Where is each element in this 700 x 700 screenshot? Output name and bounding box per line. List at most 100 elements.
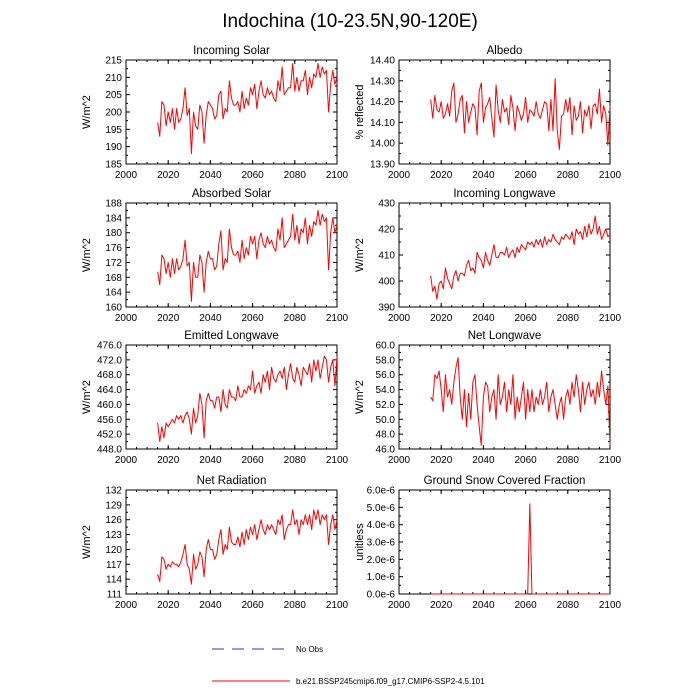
y-tick-label: 172 bbox=[105, 258, 122, 269]
x-tick-label: 2020 bbox=[157, 313, 180, 324]
y-tick-label: 195 bbox=[105, 125, 122, 136]
y-tick-label: 111 bbox=[107, 590, 123, 601]
y-tick-label: 48.0 bbox=[376, 430, 396, 441]
series-line-0 bbox=[430, 503, 610, 595]
y-tick-label: 6.0e-6 bbox=[367, 486, 396, 497]
x-tick-label: 2080 bbox=[557, 170, 580, 181]
y-tick-label: 1.0e-6 bbox=[367, 572, 396, 583]
series-line-0 bbox=[157, 62, 338, 155]
panel-title: Incoming Solar bbox=[193, 45, 270, 57]
panel-incoming-solar: Incoming Solar 2000 2020 2040 2060 2080 2100 18… bbox=[81, 45, 349, 181]
series-line-0 bbox=[157, 355, 338, 443]
panel-absorbed-solar: Absorbed Solar 2000 2020 2040 2060 2080 2100 16… bbox=[81, 188, 349, 324]
y-tick-label: 2.0e-6 bbox=[367, 555, 396, 566]
y-axis-label: W/m^2 bbox=[81, 380, 93, 414]
x-tick-label: 2040 bbox=[199, 600, 222, 611]
y-tick-label: 210 bbox=[105, 73, 122, 84]
y-tick-label: 58.0 bbox=[376, 355, 396, 366]
panel-title: Absorbed Solar bbox=[192, 188, 271, 200]
y-tick-label: 215 bbox=[105, 56, 122, 67]
x-tick-label: 2080 bbox=[284, 455, 307, 466]
y-tick-label: 448.0 bbox=[97, 445, 122, 456]
x-tick-label: 2080 bbox=[284, 313, 307, 324]
x-tick-label: 2000 bbox=[115, 170, 138, 181]
series-line-0 bbox=[430, 215, 611, 300]
y-tick-label: 180 bbox=[105, 228, 122, 239]
y-tick-label: 468.0 bbox=[97, 370, 122, 381]
y-tick-label: 60.0 bbox=[376, 341, 396, 352]
x-tick-label: 2040 bbox=[472, 313, 495, 324]
x-tick-label: 2060 bbox=[241, 313, 264, 324]
y-axis-label: W/m^2 bbox=[81, 525, 93, 559]
x-tick-label: 2040 bbox=[199, 455, 222, 466]
y-tick-label: 164 bbox=[105, 288, 122, 299]
x-tick-label: 2060 bbox=[514, 170, 537, 181]
y-tick-label: 430 bbox=[378, 199, 395, 210]
x-tick-label: 2100 bbox=[326, 313, 349, 324]
x-tick-label: 2060 bbox=[241, 455, 264, 466]
x-tick-label: 2000 bbox=[388, 170, 411, 181]
y-tick-label: 390 bbox=[378, 303, 395, 314]
x-tick-label: 2040 bbox=[472, 170, 495, 181]
y-tick-label: 50.0 bbox=[376, 415, 396, 426]
panel-title: Emitted Longwave bbox=[184, 330, 279, 342]
y-axis-label: unitless bbox=[354, 523, 366, 561]
x-tick-label: 2080 bbox=[557, 455, 580, 466]
x-tick-label: 2020 bbox=[157, 600, 180, 611]
x-tick-label: 2020 bbox=[430, 455, 453, 466]
y-tick-label: 420 bbox=[378, 225, 395, 236]
series-line-0 bbox=[430, 357, 611, 446]
y-tick-label: 123 bbox=[105, 530, 122, 541]
x-tick-label: 2000 bbox=[388, 313, 411, 324]
y-tick-label: 185 bbox=[105, 160, 122, 171]
x-tick-label: 2080 bbox=[557, 600, 580, 611]
x-tick-label: 2040 bbox=[199, 313, 222, 324]
y-tick-label: 200 bbox=[105, 108, 122, 119]
y-tick-label: 120 bbox=[105, 545, 122, 556]
y-tick-label: 3.0e-6 bbox=[367, 538, 396, 549]
x-tick-label: 2100 bbox=[326, 170, 349, 181]
y-tick-label: 4.0e-6 bbox=[367, 520, 396, 531]
x-tick-label: 2000 bbox=[115, 455, 138, 466]
legend: No Obs b.e21.BSSP245cmip6.f09_g17.CMIP6-… bbox=[212, 645, 485, 686]
y-tick-label: 184 bbox=[105, 213, 122, 224]
x-tick-label: 2060 bbox=[514, 600, 537, 611]
y-axis-label: W/m^2 bbox=[81, 238, 93, 272]
series-line-0 bbox=[157, 509, 338, 585]
panel-title: Incoming Longwave bbox=[453, 188, 555, 200]
panel-ground-snow-covered-fraction: Ground Snow Covered Fraction 2000 2020 2040… bbox=[354, 475, 622, 611]
panel-title: Albedo bbox=[487, 45, 523, 57]
series-line-0 bbox=[430, 78, 611, 150]
panel-title: Net Longwave bbox=[468, 330, 542, 342]
x-tick-label: 2060 bbox=[241, 170, 264, 181]
y-tick-label: 190 bbox=[105, 142, 122, 153]
legend-model-label: b.e21.BSSP245cmip6.f09_g17.CMIP6-SSP2-4.… bbox=[296, 677, 485, 686]
x-tick-label: 2000 bbox=[388, 600, 411, 611]
y-axis-label: W/m^2 bbox=[354, 238, 366, 272]
y-tick-label: 456.0 bbox=[97, 415, 122, 426]
y-tick-label: 14.00 bbox=[370, 139, 395, 150]
x-tick-label: 2100 bbox=[326, 455, 349, 466]
y-tick-label: 117 bbox=[106, 560, 122, 571]
panel-title: Net Radiation bbox=[197, 475, 267, 487]
series-line-0 bbox=[157, 209, 338, 302]
x-tick-label: 2000 bbox=[115, 600, 138, 611]
x-tick-label: 2020 bbox=[157, 170, 180, 181]
y-tick-label: 400 bbox=[378, 277, 395, 288]
y-tick-label: 205 bbox=[105, 90, 122, 101]
y-tick-label: 5.0e-6 bbox=[367, 503, 396, 514]
figure-title: Indochina (10-23.5N,90-120E) bbox=[222, 11, 478, 32]
y-tick-label: 129 bbox=[105, 500, 122, 511]
x-tick-label: 2100 bbox=[599, 170, 622, 181]
y-tick-label: 54.0 bbox=[376, 385, 396, 396]
panel-emitted-longwave: Emitted Longwave 2000 2020 2040 2060 2080 2100… bbox=[81, 330, 349, 466]
x-tick-label: 2040 bbox=[199, 170, 222, 181]
y-axis-label: % reflected bbox=[354, 84, 366, 139]
x-tick-label: 2080 bbox=[284, 600, 307, 611]
panel-albedo: Albedo 2000 2020 2040 2060 2080 2100 13.90 14.00… bbox=[354, 45, 622, 181]
panel-net-radiation: Net Radiation 2000 2020 2040 2060 2080 2100 111… bbox=[81, 475, 349, 611]
x-tick-label: 2060 bbox=[241, 600, 264, 611]
y-tick-label: 464.0 bbox=[97, 385, 122, 396]
panel-net-longwave: Net Longwave 2000 2020 2040 2060 2080 2100 46.0… bbox=[354, 330, 622, 466]
